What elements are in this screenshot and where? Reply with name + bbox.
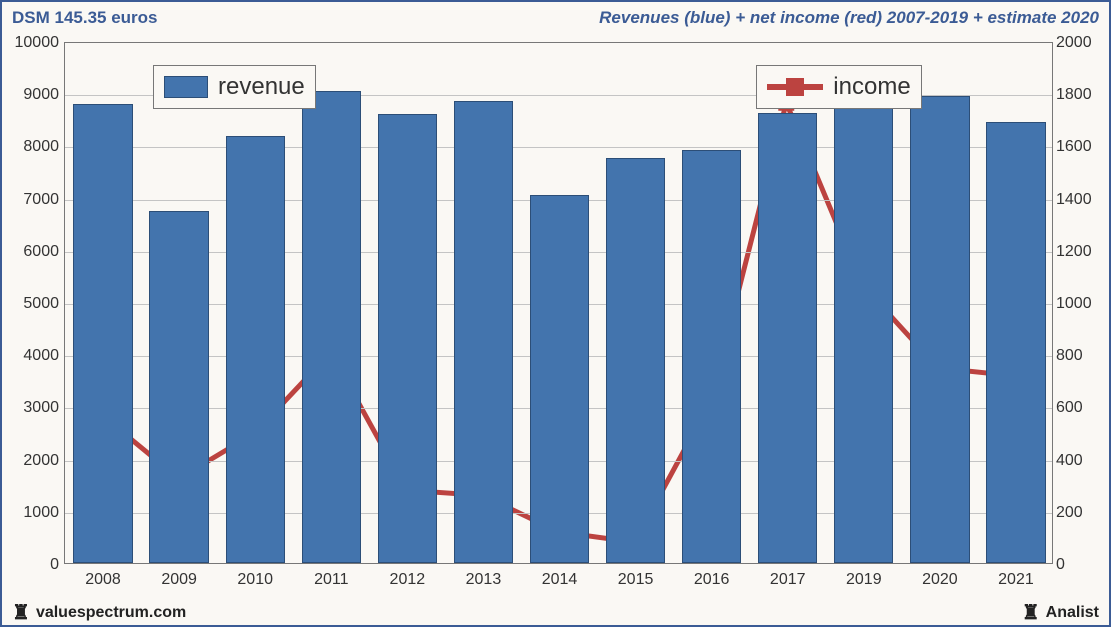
y-left-tick-label: 4000 [5, 347, 59, 365]
legend-bar-swatch [164, 76, 208, 98]
y-left-tick-label: 1000 [5, 504, 59, 522]
chart-frame: DSM 145.35 euros Revenues (blue) + net i… [0, 0, 1111, 627]
x-tick-label: 2020 [922, 571, 958, 589]
x-tick-label: 2008 [85, 571, 121, 589]
legend-label: income [833, 73, 910, 101]
y-right-tick-label: 1800 [1056, 86, 1110, 104]
footer-left: ♜ valuespectrum.com [12, 603, 186, 623]
y-left-tick-label: 7000 [5, 191, 59, 209]
revenue-bar [682, 150, 741, 563]
x-tick-label: 2017 [770, 571, 806, 589]
y-left-tick-label: 9000 [5, 86, 59, 104]
revenue-bar [73, 104, 132, 563]
x-tick-label: 2012 [390, 571, 426, 589]
y-right-tick-label: 1200 [1056, 243, 1110, 261]
y-right-tick-label: 400 [1056, 452, 1110, 470]
plot-area: 0010002002000400300060040008005000100060… [64, 42, 1053, 564]
y-left-tick-label: 5000 [5, 295, 59, 313]
y-left-tick-label: 3000 [5, 399, 59, 417]
x-tick-label: 2014 [542, 571, 578, 589]
gridline [65, 147, 1052, 148]
x-tick-label: 2013 [466, 571, 502, 589]
x-tick-label: 2016 [694, 571, 730, 589]
y-right-tick-label: 1000 [1056, 295, 1110, 313]
footer-left-text: valuespectrum.com [36, 604, 186, 622]
y-left-tick-label: 6000 [5, 243, 59, 261]
x-tick-label: 2019 [846, 571, 882, 589]
y-left-tick-label: 2000 [5, 452, 59, 470]
revenue-bar [378, 114, 437, 563]
revenue-bar [149, 211, 208, 563]
revenue-bar [606, 158, 665, 563]
revenue-bar [226, 136, 285, 563]
rook-icon: ♜ [12, 603, 30, 623]
legend-line-swatch [767, 75, 823, 99]
x-tick-label: 2021 [998, 571, 1034, 589]
rook-icon: ♜ [1022, 603, 1040, 623]
title-right: Revenues (blue) + net income (red) 2007-… [599, 8, 1099, 28]
revenue-bar [910, 96, 969, 563]
revenue-bar [834, 96, 893, 563]
y-right-tick-label: 0 [1056, 556, 1110, 574]
revenue-bar [530, 195, 589, 563]
legend-revenue: revenue [153, 65, 316, 109]
y-right-tick-label: 1400 [1056, 191, 1110, 209]
y-left-tick-label: 0 [5, 556, 59, 574]
revenue-bar [758, 113, 817, 563]
x-tick-label: 2010 [237, 571, 273, 589]
revenue-bar [454, 101, 513, 563]
y-right-tick-label: 1600 [1056, 138, 1110, 156]
legend-label: revenue [218, 73, 305, 101]
revenue-bar [986, 122, 1045, 563]
y-right-tick-label: 600 [1056, 399, 1110, 417]
footer-right: ♜ Analist [1022, 603, 1099, 623]
x-tick-label: 2015 [618, 571, 654, 589]
y-right-tick-label: 2000 [1056, 34, 1110, 52]
y-right-tick-label: 200 [1056, 504, 1110, 522]
x-tick-label: 2009 [161, 571, 197, 589]
y-left-tick-label: 10000 [5, 34, 59, 52]
title-left: DSM 145.35 euros [12, 8, 158, 28]
x-tick-label: 2011 [314, 571, 348, 589]
y-right-tick-label: 800 [1056, 347, 1110, 365]
footer-right-text: Analist [1046, 604, 1099, 622]
revenue-bar [302, 91, 361, 563]
y-left-tick-label: 8000 [5, 138, 59, 156]
chart-header: DSM 145.35 euros Revenues (blue) + net i… [12, 6, 1099, 30]
legend-income: income [756, 65, 921, 109]
